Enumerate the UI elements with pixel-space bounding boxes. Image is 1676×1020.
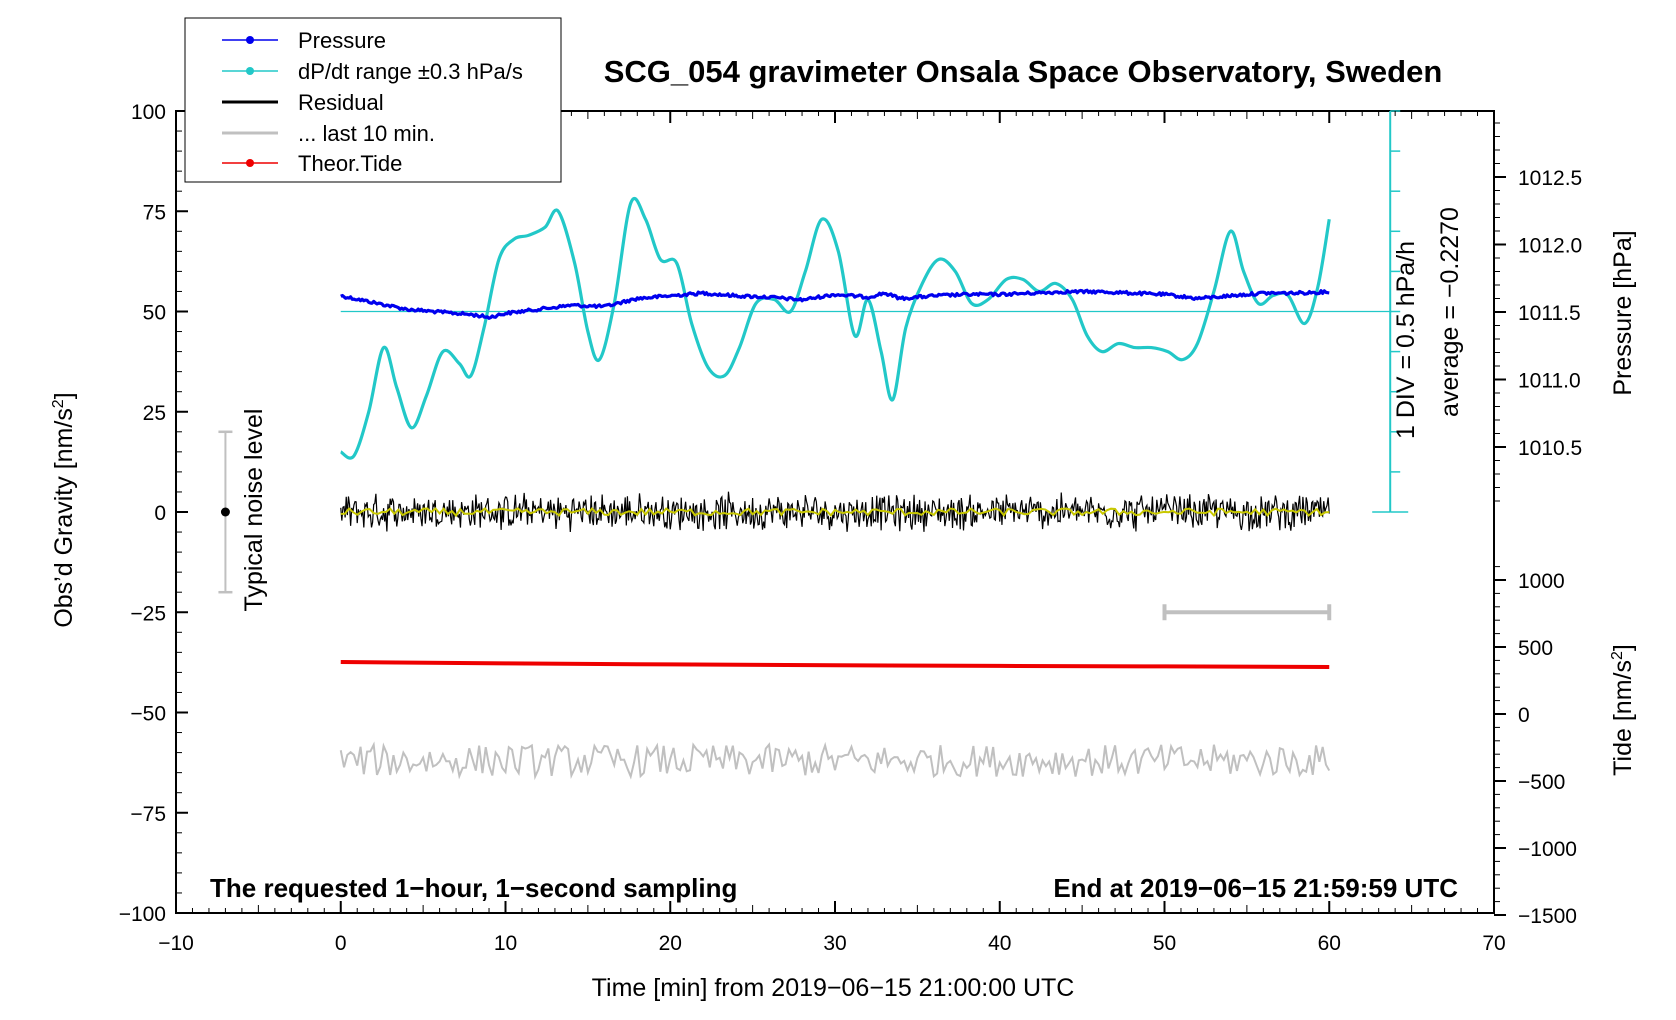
- axes-group: −10 0 10 20 30 40 50 60 70−100−75−50−25025507510…: [119, 101, 1583, 955]
- y-tick-label-left: −75: [130, 803, 166, 826]
- x-tick-label: −10: [158, 932, 194, 955]
- residual-series-line: [340, 491, 1330, 533]
- tide-tick-label: 1000: [1518, 570, 1565, 593]
- tide-series-line: [340, 660, 1330, 669]
- legend-label-dpdt: dP/dt range ±0.3 hPa/s: [298, 59, 523, 84]
- markers-group: [218, 430, 1332, 621]
- pressure-tick-label: 1012.0: [1518, 235, 1582, 258]
- legend: Pressure dP/dt range ±0.3 hPa/s Residual…: [184, 17, 562, 183]
- last10-series-line: [339, 741, 1331, 781]
- x-tick-label: 0: [335, 932, 347, 955]
- legend-item-dpdt: dP/dt range ±0.3 hPa/s: [222, 59, 523, 84]
- pressure-series-group: [340, 288, 1330, 320]
- pressure-tick-label: 1010.5: [1518, 437, 1582, 460]
- dpdt-scale-average-label: average = −0.2270: [1436, 207, 1464, 417]
- y-axis-label-pressure: Pressure [hPa]: [1609, 230, 1637, 395]
- noise-level-label: Typical noise level: [240, 409, 268, 612]
- tide-tick-label: 500: [1518, 637, 1553, 660]
- tide-tick-label: −500: [1518, 771, 1565, 794]
- legend-marker-tide: [246, 159, 254, 167]
- pressure-tick-label: 1012.5: [1518, 167, 1582, 190]
- y-axis-label-tide: Tide [nm/s2]: [1609, 644, 1637, 776]
- y-tick-label-left: 0: [154, 502, 166, 525]
- y-tick-label-left: −100: [119, 903, 166, 926]
- y-tick-label-left: 25: [143, 402, 166, 425]
- tide-tick-label: −1500: [1518, 905, 1577, 928]
- tide-series-group: [340, 660, 1330, 669]
- pressure-tick-label: 1011.0: [1518, 370, 1581, 393]
- legend-label-tide: Theor.Tide: [298, 151, 402, 176]
- x-tick-label: 70: [1482, 932, 1505, 955]
- y-axis-label-gravity-sup: 2: [50, 399, 67, 408]
- y-axis-label-tide-end: ]: [1609, 644, 1637, 651]
- legend-box: [184, 17, 562, 183]
- y-axis-label-gravity-end: ]: [50, 392, 78, 399]
- last10-series-group: [339, 741, 1331, 781]
- y-tick-label-left: 75: [143, 201, 166, 224]
- y-tick-label-left: −25: [130, 602, 166, 625]
- x-tick-label: 50: [1153, 932, 1176, 955]
- noise-level-center-dot: [220, 507, 230, 517]
- legend-marker-pressure: [246, 36, 254, 44]
- legend-item-tide: Theor.Tide: [222, 151, 402, 176]
- dpdt-series-group: [339, 196, 1331, 460]
- dpdt-scale-div-label: 1 DIV = 0.5 hPa/h: [1392, 241, 1420, 439]
- y-tick-label-left: −50: [130, 703, 166, 726]
- y-tick-label-left: 50: [143, 302, 166, 325]
- legend-marker-dpdt: [246, 67, 254, 75]
- y-axis-label-gravity: Obs’d Gravity [nm/s2]: [50, 392, 78, 627]
- footnote-left: The requested 1−hour, 1−second sampling: [210, 873, 737, 903]
- tide-tick-label: 0: [1518, 704, 1530, 727]
- y-axis-label-gravity-main: Obs’d Gravity [nm/s: [50, 408, 78, 628]
- legend-label-pressure: Pressure: [298, 28, 386, 53]
- footnote-right: End at 2019−06−15 21:59:59 UTC: [1053, 873, 1458, 903]
- x-axis-label: Time [min] from 2019−06−15 21:00:00 UTC: [592, 974, 1075, 1002]
- x-tick-label: 60: [1318, 932, 1341, 955]
- legend-item-pressure: Pressure: [222, 28, 386, 53]
- x-tick-label: 40: [988, 932, 1011, 955]
- x-tick-label: 30: [823, 932, 846, 955]
- legend-label-residual: Residual: [298, 90, 384, 115]
- residual-series-group: [340, 491, 1330, 533]
- chart-title: SCG_054 gravimeter Onsala Space Observat…: [604, 54, 1443, 89]
- dpdt-scale-group: [1372, 110, 1409, 513]
- pressure-tick-label: 1011.5: [1518, 302, 1581, 325]
- pressure-series-line: [340, 288, 1330, 320]
- residual-smoothed-line: [340, 507, 1330, 518]
- x-tick-label: 10: [494, 932, 517, 955]
- y-axis-label-tide-main: Tide [nm/s: [1609, 660, 1637, 776]
- legend-item-last10: ... last 10 min.: [222, 121, 435, 146]
- dpdt-series-line: [339, 196, 1331, 460]
- y-tick-label-left: 100: [131, 101, 166, 124]
- x-tick-label: 20: [659, 932, 682, 955]
- legend-item-residual: Residual: [222, 90, 384, 115]
- legend-label-last10: ... last 10 min.: [298, 121, 435, 146]
- tide-tick-label: −1000: [1518, 838, 1577, 861]
- y-axis-label-tide-sup: 2: [1609, 651, 1626, 660]
